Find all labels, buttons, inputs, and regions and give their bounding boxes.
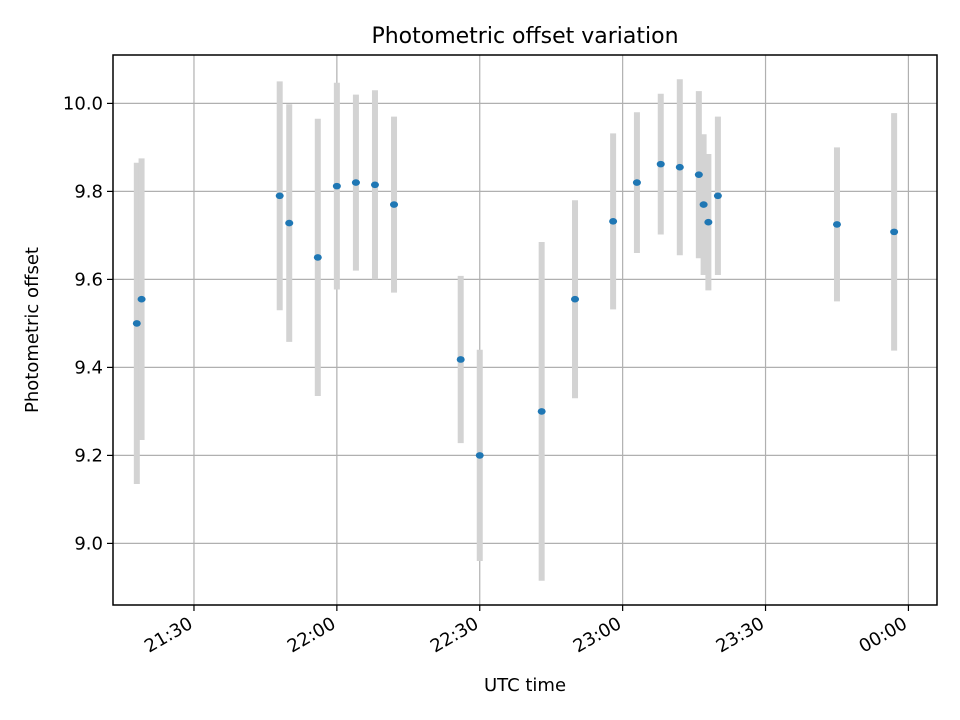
x-tick-label: 00:00	[855, 613, 910, 657]
x-tick-label: 21:30	[141, 613, 196, 657]
chart-title: Photometric offset variation	[371, 24, 678, 49]
data-point	[890, 228, 899, 236]
data-point	[132, 320, 141, 327]
data-point	[713, 192, 722, 200]
y-tick-label: 10.0	[63, 93, 103, 114]
data-point	[832, 221, 841, 228]
y-tick-label: 9.2	[74, 445, 103, 466]
data-point	[694, 171, 703, 178]
data-point	[656, 160, 665, 168]
x-tick-label: 23:00	[570, 613, 625, 657]
data-point	[137, 295, 146, 303]
y-tick-label: 9.6	[74, 269, 103, 290]
data-point	[675, 163, 684, 171]
data-point	[456, 356, 465, 363]
data-point	[332, 182, 341, 190]
data-point	[537, 408, 546, 415]
y-tick-label: 9.8	[74, 181, 103, 202]
y-tick-label: 9.4	[74, 357, 103, 378]
data-point	[390, 201, 399, 208]
data-point	[704, 218, 713, 226]
data-point	[699, 201, 708, 208]
data-points	[132, 160, 899, 459]
x-tick-label: 22:00	[284, 613, 339, 657]
x-axis-label: UTC time	[484, 675, 566, 696]
data-point	[609, 218, 618, 225]
x-tick-label: 23:30	[713, 613, 768, 657]
x-tick-label: 22:30	[427, 613, 482, 657]
data-point	[571, 295, 580, 303]
y-tick-label: 9.0	[74, 533, 103, 554]
data-point	[475, 452, 484, 459]
data-point	[370, 181, 379, 189]
data-point	[632, 179, 641, 186]
data-point	[351, 179, 360, 186]
y-axis-label: Photometric offset	[22, 247, 43, 413]
data-point	[275, 192, 284, 200]
grid-lines	[113, 55, 937, 605]
data-point	[313, 254, 322, 261]
x-axis-ticks: 21:30 22:00 22:30 23:00 23:30 00:00	[141, 605, 911, 657]
error-bars	[133, 79, 898, 581]
plot-frame	[112, 54, 938, 606]
data-point	[285, 219, 294, 227]
y-axis-ticks: 9.0 9.2 9.4 9.6 9.8 10.0	[63, 93, 113, 554]
